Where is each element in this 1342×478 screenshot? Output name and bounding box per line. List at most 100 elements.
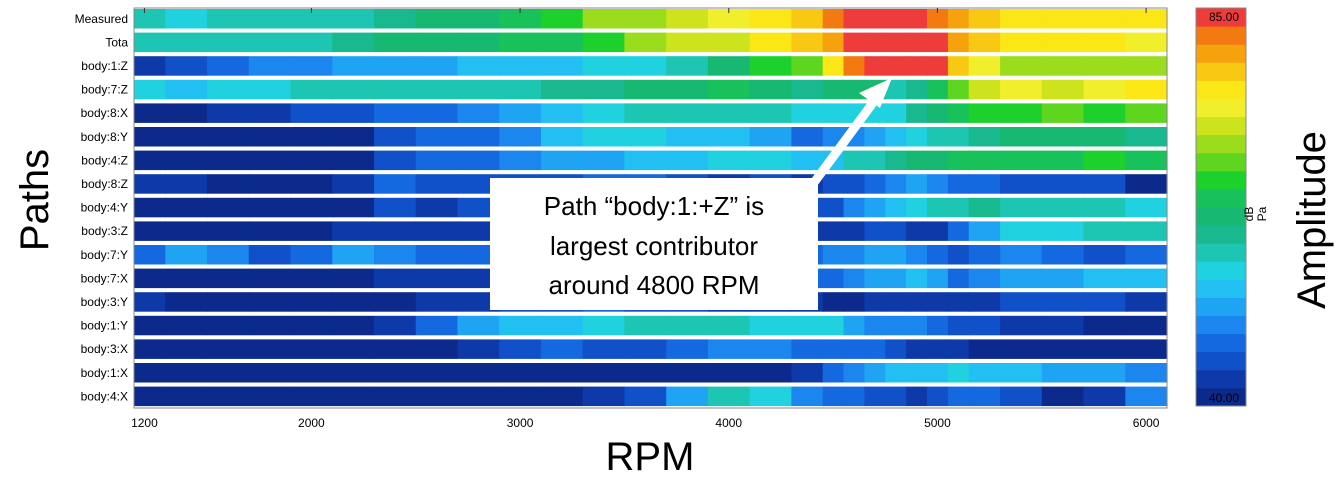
heatmap-cell (927, 150, 949, 171)
heatmap-cell (457, 386, 500, 407)
heatmap-cell (457, 174, 500, 194)
heatmap-cell (332, 79, 375, 100)
heatmap-cell (707, 150, 751, 171)
heatmap-cell (822, 339, 845, 359)
heatmap-cell (947, 245, 970, 265)
heatmap-cell (843, 79, 865, 100)
heatmap-cell (499, 32, 542, 53)
annotation-arrow-head (859, 78, 892, 108)
heatmap-cell (749, 32, 792, 53)
heatmap-cell (968, 386, 1001, 407)
heatmap-cell (749, 150, 792, 171)
colorbar-swatch (1196, 26, 1246, 45)
heatmap-cell (749, 339, 792, 359)
heatmap-cell (290, 56, 333, 76)
colorbar-swatch (1196, 279, 1246, 298)
heatmap-cell (134, 363, 166, 383)
heatmap-row (134, 363, 1168, 383)
heatmap-cell (165, 197, 208, 218)
heatmap-cell (968, 315, 1001, 336)
heatmap-cell (885, 292, 907, 312)
heatmap-cell (885, 315, 907, 336)
heatmap-cell (968, 9, 1001, 29)
heatmap-cell (885, 56, 907, 76)
heatmap-cell (822, 9, 845, 29)
heatmap-cell (843, 197, 865, 218)
heatmap-cell (290, 127, 333, 147)
heatmap-cell (248, 197, 292, 218)
heatmap-cell (134, 79, 166, 100)
heatmap-cell (968, 292, 1001, 312)
heatmap-cell (415, 9, 458, 29)
heatmap-cell (582, 386, 625, 407)
heatmap-cell (666, 103, 709, 123)
unit-pa-label: Pa (1255, 206, 1269, 221)
heatmap-cell (134, 150, 166, 171)
heatmap-row (134, 339, 1168, 359)
colorbar-max-label: 85.00 (1209, 10, 1239, 24)
heatmap-cell (1000, 363, 1043, 383)
heatmap-cell (822, 197, 845, 218)
heatmap-cell (666, 150, 709, 171)
heatmap-cell (843, 9, 865, 29)
heatmap-cell (165, 103, 208, 123)
colorbar-swatch (1196, 116, 1246, 136)
colorbar-swatch (1196, 351, 1246, 371)
heatmap-cell (885, 103, 907, 123)
colorbar-swatch (1196, 44, 1246, 63)
heatmap-cell (906, 221, 928, 241)
heatmap-cell (248, 56, 292, 76)
heatmap-cell (582, 103, 625, 123)
heatmap-cell (582, 150, 625, 171)
heatmap-cell (415, 386, 458, 407)
heatmap-cell (968, 363, 1001, 383)
heatmap-cell (332, 363, 375, 383)
annotation-callout: Path “body:1:+Z” is largest contributor … (490, 78, 892, 310)
heatmap-cell (290, 339, 333, 359)
heatmap-cell (134, 103, 166, 123)
heatmap-cell (374, 315, 417, 336)
colorbar-swatch (1196, 387, 1246, 407)
heatmap-cell (457, 79, 500, 100)
heatmap-cell (134, 268, 166, 289)
heatmap-cell (540, 56, 584, 76)
heatmap-cell (332, 245, 375, 265)
x-axis-ticks: 1200 2000 3000 4000 5000 6000 (131, 8, 1160, 430)
heatmap-cell (290, 315, 333, 336)
heatmap-cell (906, 339, 928, 359)
heatmap-cell (947, 32, 970, 53)
heatmap-cell (791, 315, 824, 336)
heatmap-cell (1083, 221, 1126, 241)
heatmap-cell (415, 150, 458, 171)
heatmap-cell (906, 103, 928, 123)
heatmap-cell (822, 315, 845, 336)
heatmap-cell (864, 292, 886, 312)
heatmap-cell (248, 79, 292, 100)
heatmap-cell (749, 103, 792, 123)
heatmap-cell (540, 9, 584, 29)
heatmap-cell (927, 315, 949, 336)
path-label: body:8:Y (81, 130, 128, 144)
heatmap-cell (791, 127, 824, 147)
heatmap-cell (332, 32, 375, 53)
heatmap-cell (207, 292, 250, 312)
heatmap-cell (624, 9, 667, 29)
heatmap-cell (332, 150, 375, 171)
heatmap-cell (374, 363, 417, 383)
heatmap-cell (165, 292, 208, 312)
heatmap-cell (707, 32, 751, 53)
heatmap-cell (248, 103, 292, 123)
heatmap-cell (374, 79, 417, 100)
heatmap-cell (207, 268, 250, 289)
heatmap-cell (1125, 9, 1168, 29)
heatmap-cell (947, 150, 970, 171)
heatmap-cell (947, 56, 970, 76)
annotation-arrow-shaft (806, 93, 882, 191)
heatmap-cell (207, 245, 250, 265)
heatmap-cell (843, 221, 865, 241)
heatmap-cell (332, 292, 375, 312)
heatmap-cell (624, 363, 667, 383)
heatmap-cell (843, 150, 865, 171)
heatmap-cell (207, 79, 250, 100)
heatmap-cell (290, 292, 333, 312)
